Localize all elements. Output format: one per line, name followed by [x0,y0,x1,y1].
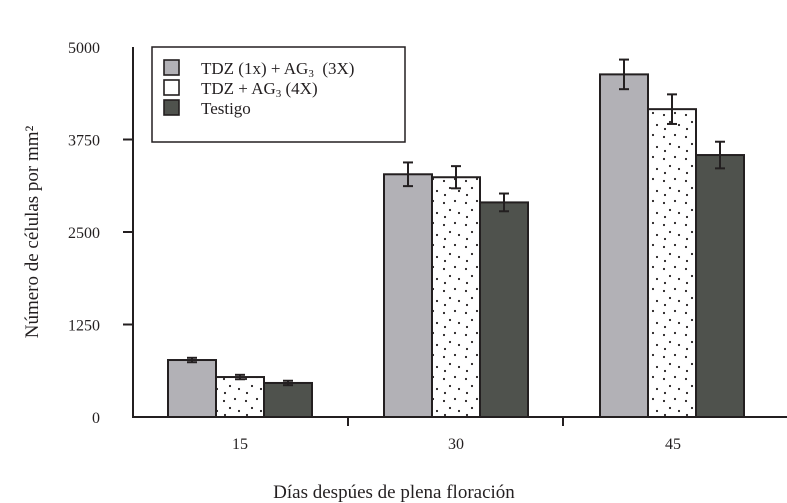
bar [647,108,697,418]
legend-label: TDZ (1x) + AG3 (3X) [201,59,354,80]
y-tick-label: 3750 [68,133,100,150]
legend-label: TDZ + AG3 (4X) [201,79,318,100]
legend: TDZ (1x) + AG3 (3X)TDZ + AG3 (4X)Testigo [151,46,406,143]
x-tick-label: 30 [448,436,464,453]
legend-swatch [163,59,180,76]
bar [695,154,745,418]
y-tick-label: 2500 [68,225,100,242]
bar [263,381,313,418]
y-tick-label: 0 [92,410,100,427]
bar [215,376,265,419]
y-tick-label: 5000 [68,40,100,57]
x-tick-label: 15 [232,436,248,453]
bars [167,58,745,419]
x-tick-label: 45 [665,436,681,453]
bar [431,176,481,418]
legend-swatch [163,99,180,116]
bar [479,201,529,418]
bar [167,359,217,418]
x-axis-title: Días despúes de plena floración [273,482,515,503]
bar [383,173,433,418]
legend-label: Testigo [201,99,251,118]
y-tick-label: 1250 [68,318,100,335]
legend-box [151,46,406,143]
bar [599,73,649,418]
y-axis-title: Número de células por mm² [22,125,43,338]
legend-swatch [163,79,180,96]
